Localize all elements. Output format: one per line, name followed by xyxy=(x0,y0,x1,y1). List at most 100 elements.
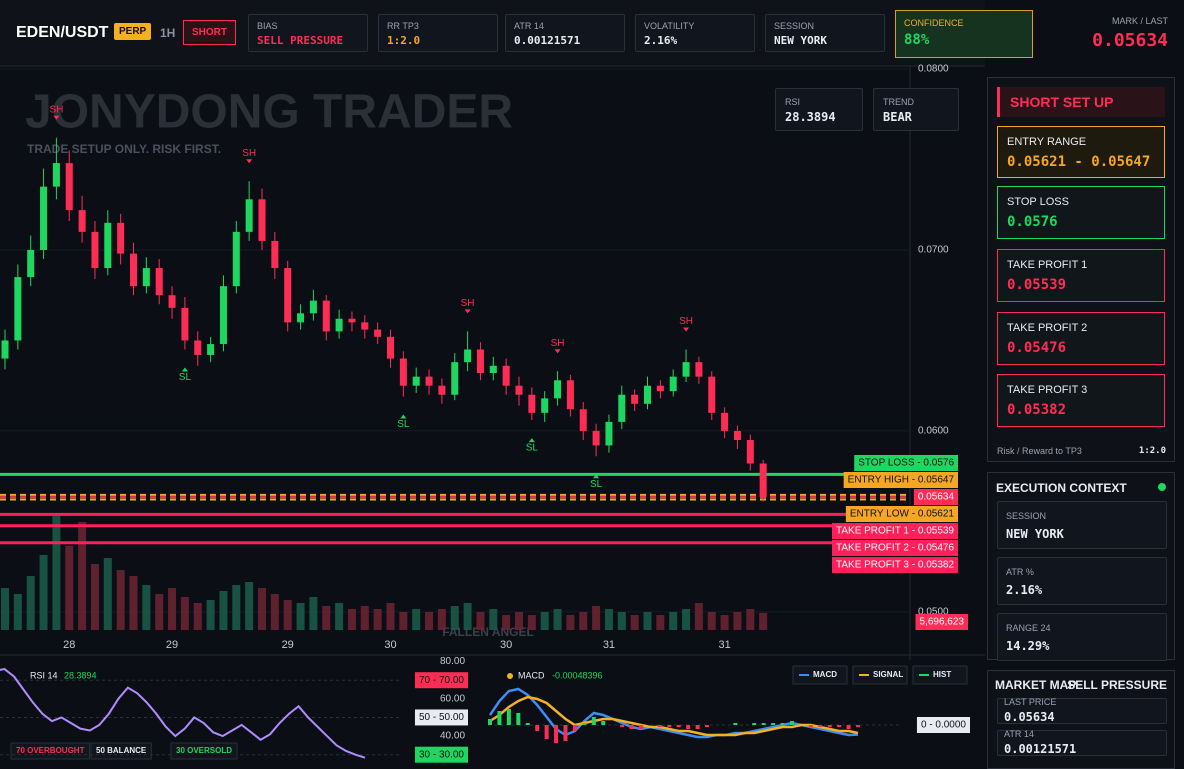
hist-bar xyxy=(667,725,672,727)
volume-bar xyxy=(553,609,562,630)
candle-body xyxy=(130,253,137,287)
candle-body xyxy=(104,222,112,269)
swing-marker: SH xyxy=(242,148,256,159)
y-tick-label: 0.0700 xyxy=(918,245,949,256)
level-label-bg xyxy=(854,455,958,471)
rr-label: Risk / Reward to TP3 xyxy=(997,446,1082,456)
hist-bar xyxy=(554,725,559,743)
candle-body xyxy=(361,322,369,330)
candle-body xyxy=(631,394,639,404)
context-label: RANGE 24 xyxy=(1006,623,1051,633)
volume-bar xyxy=(707,612,716,630)
context-label: ATR % xyxy=(1006,567,1034,577)
context-card: RANGE 24 14.29% xyxy=(997,613,1167,661)
watermark-subtitle: TRADE SETUP ONLY. RISK FIRST. xyxy=(27,142,221,156)
volume-bar xyxy=(604,609,613,630)
x-tick-label: 29 xyxy=(282,639,294,651)
level-label: STOP LOSS - 0.0576 xyxy=(858,458,954,469)
setup-card: ENTRY RANGE 0.05621 - 0.05647 xyxy=(997,126,1165,178)
volume-bar xyxy=(78,522,87,630)
execution-title: EXECUTION CONTEXT xyxy=(996,481,1127,495)
hist-bar xyxy=(733,723,738,725)
macd-title: MACD xyxy=(518,670,545,680)
context-card: SESSION NEW YORK xyxy=(997,501,1167,549)
level-label: ENTRY LOW - 0.05621 xyxy=(850,509,955,520)
hist-bar xyxy=(808,725,813,727)
legend-label: MACD xyxy=(813,670,837,679)
candle-body xyxy=(91,231,99,269)
swing-arrow xyxy=(683,327,690,332)
legend-box xyxy=(792,665,848,685)
candle-body xyxy=(271,240,279,269)
volume-bar xyxy=(463,603,472,630)
execution-panel: EXECUTION CONTEXT SESSION NEW YORK ATR % 2.1… xyxy=(987,472,1175,661)
volume-bar xyxy=(669,612,678,630)
candle-body xyxy=(284,268,292,323)
volume-bar xyxy=(694,603,703,630)
volume-bar xyxy=(322,606,331,630)
swing-marker: SL xyxy=(397,419,410,430)
volume-bar xyxy=(630,615,639,630)
level-label-bg xyxy=(831,540,958,556)
hist-bar xyxy=(620,725,625,727)
market-value: 0.00121571 xyxy=(1004,742,1077,756)
hist-bar xyxy=(695,725,700,729)
volume-bar xyxy=(39,555,48,630)
swing-marker: SH xyxy=(461,298,475,309)
rsi-legend: 50 BALANCE xyxy=(96,746,147,755)
rsi-level-chip-bg xyxy=(414,746,468,763)
volume-bar xyxy=(476,612,485,630)
market-bias: SELL PRESSURE xyxy=(1067,678,1167,692)
rsi-line xyxy=(0,667,366,759)
mark-value: 0.05634 xyxy=(1092,30,1168,51)
x-tick-label: 31 xyxy=(718,639,730,651)
y-tick-label: 80.00 xyxy=(440,656,465,667)
hist-bar xyxy=(856,725,860,727)
context-value: NEW YORK xyxy=(1006,527,1064,541)
level-label: ENTRY HIGH - 0.05647 xyxy=(848,475,955,486)
volume-bar xyxy=(142,585,151,630)
volume-bar xyxy=(360,606,369,630)
market-label: ATR 14 xyxy=(1004,729,1034,739)
rsi-level-chip: 50 - 50.00 xyxy=(419,712,464,723)
hist-bar xyxy=(780,723,785,725)
y-tick-label: 0.0600 xyxy=(918,426,949,437)
volume-bar xyxy=(219,591,228,630)
volume-bar xyxy=(515,612,523,630)
level-label: TAKE PROFIT 3 - 0.05382 xyxy=(836,560,954,571)
volume-bar xyxy=(180,597,189,630)
hist-bar xyxy=(488,719,492,725)
x-tick-label: 28 xyxy=(63,639,75,651)
card-label: TAKE PROFIT 1 xyxy=(1007,259,1088,271)
candle-body xyxy=(78,210,86,232)
volume-bar xyxy=(373,609,382,630)
volume-bar xyxy=(65,546,74,630)
candle-body xyxy=(554,380,562,399)
setup-card: TAKE PROFIT 2 0.05476 xyxy=(997,312,1165,365)
candle-body xyxy=(27,249,35,278)
volume-bar xyxy=(527,615,536,630)
volume-bar xyxy=(579,612,588,630)
candle-body xyxy=(618,394,626,422)
candle-body xyxy=(412,376,420,386)
context-label: SESSION xyxy=(1006,511,1047,521)
candle-body xyxy=(207,344,215,355)
volume-bar xyxy=(386,603,395,630)
card-value: 0.05539 xyxy=(1007,277,1067,293)
volume-bar xyxy=(399,612,408,630)
rsi-legend: 30 OVERSOLD xyxy=(176,746,232,755)
candle-body xyxy=(117,222,125,254)
card-value: 0.05476 xyxy=(1007,340,1067,356)
candle-body xyxy=(464,349,472,363)
volume-bar xyxy=(26,576,35,630)
hist-bar xyxy=(601,721,606,725)
rsi-level-chip-bg xyxy=(414,709,468,726)
market-card: LAST PRICE 0.05634 xyxy=(997,697,1167,724)
swing-arrow xyxy=(464,309,471,314)
hist-bar xyxy=(629,725,634,729)
candle-body xyxy=(733,430,741,440)
legend-box xyxy=(852,665,908,685)
volume-bar xyxy=(617,612,626,630)
volume-bar xyxy=(1,588,9,630)
